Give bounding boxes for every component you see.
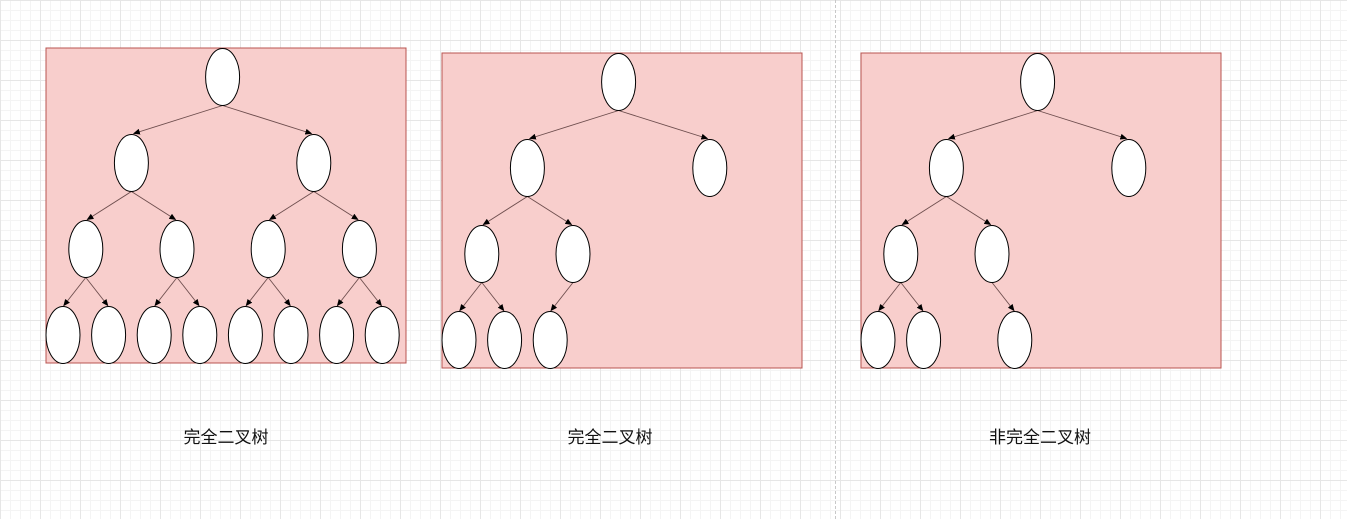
edge-n7-n14	[336, 277, 360, 307]
tree-node-n5	[974, 225, 1010, 283]
edge-n1-n3	[1037, 110, 1128, 140]
tree-node-n4	[883, 225, 919, 283]
tree-node-n3	[692, 139, 728, 197]
edge-n1-n2	[132, 105, 223, 135]
edge-n6-n13	[267, 277, 291, 307]
tree-node-n6	[250, 220, 286, 278]
edge-n4-n8	[878, 282, 902, 312]
tree-2-caption: 完全二叉树	[567, 428, 653, 448]
page-divider	[835, 0, 836, 519]
edge-n4-n8	[459, 282, 483, 312]
edge-n3-n7	[313, 191, 359, 221]
edge-n5-n11	[176, 277, 200, 307]
edge-n2-n4	[86, 191, 132, 221]
tree-node-n5	[159, 220, 195, 278]
edge-n5-n10	[550, 282, 574, 312]
edge-n4-n9	[85, 277, 109, 307]
tree-node-n2	[509, 139, 545, 197]
tree-3-caption: 非完全二叉树	[989, 428, 1091, 448]
edge-n3-n6	[268, 191, 315, 221]
tree-node-n1	[1020, 53, 1056, 111]
tree-node-n11	[997, 311, 1033, 369]
edge-n6-n12	[245, 277, 269, 307]
edge-n4-n9	[900, 282, 924, 312]
edge-n1-n3	[618, 110, 709, 140]
edge-n2-n4	[901, 196, 947, 226]
tree-node-n10	[136, 306, 172, 364]
tree-node-n4	[68, 220, 104, 278]
tree-node-n3	[296, 134, 332, 192]
tree-node-n14	[319, 306, 355, 364]
tree-node-n1	[205, 48, 241, 106]
tree-1	[45, 47, 407, 364]
tree-node-n8	[45, 306, 81, 364]
edge-n2-n5	[527, 196, 573, 226]
edge-n1-n2	[947, 110, 1038, 140]
edge-n1-n2	[528, 110, 619, 140]
tree-node-n11	[182, 306, 218, 364]
edge-n2-n5	[946, 196, 992, 226]
tree-node-n12	[227, 306, 263, 364]
tree-node-n2	[928, 139, 964, 197]
tree-node-n9	[487, 311, 523, 369]
tree-1-caption: 完全二叉树	[183, 428, 269, 448]
edge-n2-n5	[131, 191, 177, 221]
edge-n4-n9	[481, 282, 505, 312]
tree-node-n5	[555, 225, 591, 283]
edge-n2-n4	[482, 196, 528, 226]
tree-node-n15	[364, 306, 400, 364]
edge-n5-n10	[154, 277, 178, 307]
tree-node-n8	[860, 311, 896, 369]
tree-node-n8	[441, 311, 477, 369]
edge-n1-n3	[222, 105, 313, 135]
edge-n7-n15	[359, 277, 382, 307]
tree-node-n13	[273, 306, 309, 364]
tree-node-n1	[601, 53, 637, 111]
tree-node-n10	[532, 311, 568, 369]
tree-node-n9	[906, 311, 942, 369]
tree-node-n7	[341, 220, 377, 278]
edge-n5-n11	[991, 282, 1015, 312]
tree-2	[441, 52, 803, 369]
edge-n4-n8	[63, 277, 87, 307]
tree-node-n3	[1111, 139, 1147, 197]
tree-node-n2	[113, 134, 149, 192]
tree-node-n9	[91, 306, 127, 364]
tree-node-n4	[464, 225, 500, 283]
tree-3	[860, 52, 1222, 369]
